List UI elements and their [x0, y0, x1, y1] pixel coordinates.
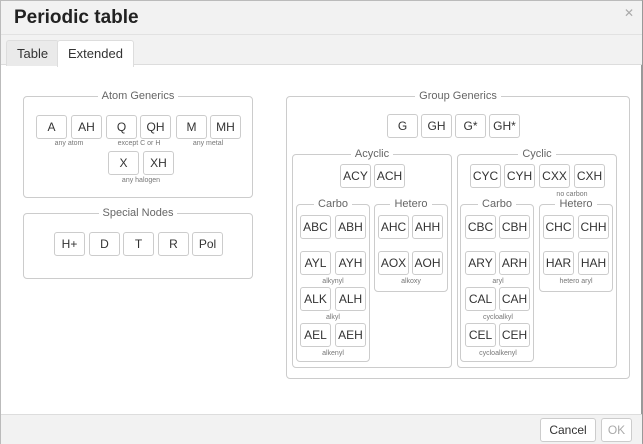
generic-button[interactable]: CAH — [499, 287, 530, 311]
group-note: hetero aryl — [559, 278, 593, 285]
generic-button[interactable]: H+ — [54, 232, 85, 256]
cyclic-legend: Cyclic — [522, 148, 552, 160]
acyclic: Acyclic — [292, 148, 452, 368]
generic-button[interactable]: CAL — [465, 287, 496, 311]
generic-button[interactable]: G — [387, 114, 418, 138]
atom-generics-legend: Atom Generics — [101, 90, 175, 102]
cancel-button[interactable]: Cancel — [540, 418, 596, 442]
group-note: except C or H — [117, 140, 161, 147]
acyclic-hetero-legend: Hetero — [394, 198, 428, 210]
generic-button[interactable]: ALK — [300, 287, 331, 311]
generic-button[interactable]: AOX — [378, 251, 409, 275]
generic-button[interactable]: CEL — [465, 323, 496, 347]
group-note: any metal — [192, 140, 224, 147]
acyclic-legend: Acyclic — [354, 148, 390, 160]
generic-button[interactable]: CHC — [543, 215, 574, 239]
group-note: alkyl — [325, 314, 340, 321]
group-note: no carbon — [556, 191, 588, 198]
group-note: any atom — [54, 140, 84, 147]
generic-button[interactable]: ACH — [374, 164, 405, 188]
generic-button[interactable]: GH* — [489, 114, 520, 138]
generic-button[interactable]: AYL — [300, 251, 331, 275]
group-generics-legend: Group Generics — [419, 90, 497, 102]
generic-button[interactable]: AHC — [378, 215, 409, 239]
dialog-title: Periodic table — [14, 7, 139, 28]
generic-button[interactable]: AYH — [335, 251, 366, 275]
group-note: cycloalkyl — [483, 314, 513, 321]
generic-button[interactable]: ACY — [340, 164, 371, 188]
generic-button[interactable]: A — [36, 115, 67, 139]
generic-button[interactable]: ABC — [300, 215, 331, 239]
generic-button[interactable]: T — [123, 232, 154, 256]
generic-button[interactable]: M — [176, 115, 207, 139]
tab-table[interactable]: Table — [6, 40, 60, 66]
generic-button[interactable]: X — [108, 151, 139, 175]
cyclic-carbo-legend: Carbo — [482, 198, 512, 210]
acyclic-hetero: Hetero — [374, 198, 448, 292]
group-note: any halogen — [121, 177, 161, 184]
generic-button[interactable]: CBC — [465, 215, 496, 239]
generic-button[interactable]: ALH — [335, 287, 366, 311]
special-nodes: Special Nodes — [23, 207, 253, 279]
generic-button[interactable]: AH — [71, 115, 102, 139]
generic-button[interactable]: AEH — [335, 323, 366, 347]
group-note: alkynyl — [322, 278, 344, 285]
tab-bar: Table Extended — [1, 35, 642, 67]
generic-button[interactable]: AEL — [300, 323, 331, 347]
generic-button[interactable]: HAH — [578, 251, 609, 275]
generic-button[interactable]: CYC — [470, 164, 501, 188]
close-icon[interactable]: ✕ — [623, 6, 634, 20]
generic-button[interactable]: CEH — [499, 323, 530, 347]
generic-button[interactable]: XH — [143, 151, 174, 175]
cyclic: Cyclic — [457, 148, 617, 368]
cyclic-carbo: Carbo — [460, 198, 534, 362]
generic-button[interactable]: ABH — [335, 215, 366, 239]
generic-button[interactable]: G* — [455, 114, 486, 138]
group-generics: Group Generics — [286, 90, 630, 379]
generic-button[interactable]: MH — [210, 115, 241, 139]
cyclic-hetero-legend: Hetero — [559, 198, 593, 210]
generic-button[interactable]: Pol — [192, 232, 223, 256]
generic-button[interactable]: R — [158, 232, 189, 256]
generic-button[interactable]: GH — [421, 114, 452, 138]
generic-button[interactable]: D — [89, 232, 120, 256]
generic-button[interactable]: HAR — [543, 251, 574, 275]
acyclic-carbo-legend: Carbo — [318, 198, 348, 210]
tab-extended[interactable]: Extended — [57, 40, 134, 67]
generic-button[interactable]: AHH — [412, 215, 443, 239]
cyclic-hetero: Hetero — [539, 198, 613, 292]
group-note: aryl — [492, 278, 504, 285]
acyclic-carbo: Carbo — [296, 198, 370, 362]
generic-button[interactable]: ARH — [499, 251, 530, 275]
ok-button[interactable]: OK — [601, 418, 632, 442]
group-note: cycloalkenyl — [479, 350, 517, 357]
generic-button[interactable]: CYH — [504, 164, 535, 188]
group-note: alkenyl — [322, 350, 344, 357]
special-nodes-legend: Special Nodes — [102, 207, 174, 219]
generic-button[interactable]: CHH — [578, 215, 609, 239]
dialog-header: Periodic table ✕ — [1, 1, 642, 35]
atom-generics: Atom Generics — [23, 90, 253, 198]
dialog-footer: Cancel OK — [1, 414, 642, 444]
generic-button[interactable]: CXX — [539, 164, 570, 188]
group-note: alkoxy — [401, 278, 421, 285]
generic-button[interactable]: AOH — [412, 251, 443, 275]
generic-button[interactable]: CBH — [499, 215, 530, 239]
generic-button[interactable]: CXH — [574, 164, 605, 188]
generic-button[interactable]: Q — [106, 115, 137, 139]
generic-button[interactable]: ARY — [465, 251, 496, 275]
generic-button[interactable]: QH — [140, 115, 171, 139]
